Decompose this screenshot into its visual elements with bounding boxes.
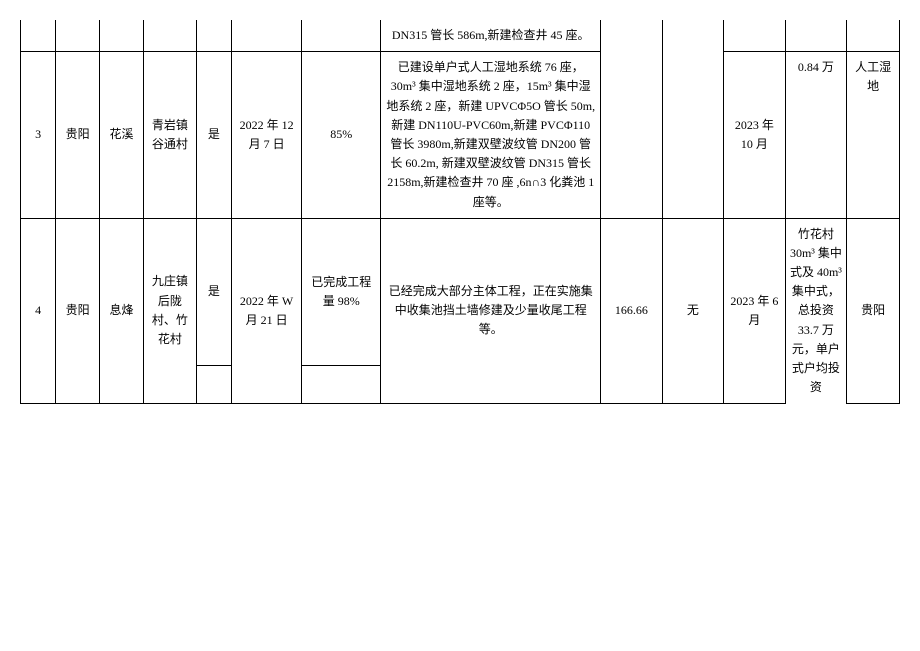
cell: 2022 年 W 月 21 日 <box>231 218 301 403</box>
cell <box>601 20 663 218</box>
cell: 是 <box>196 218 231 366</box>
cell: 2023 年 6 月 <box>724 218 786 403</box>
table-row: 3 贵阳 花溪 青岩镇谷通村 是 2022 年 12 月 7 日 85% 已建设… <box>21 52 900 219</box>
cell <box>56 20 100 52</box>
cell <box>662 20 724 218</box>
cell: 人工湿地 <box>847 52 900 219</box>
cell <box>144 20 197 52</box>
cell: 无 <box>662 218 724 403</box>
cell: 已经完成大部分主体工程，正在实施集中收集池挡土墙修建及少量收尾工程等。 <box>381 218 601 403</box>
cell <box>724 20 786 52</box>
cell: 贵阳 <box>56 52 100 219</box>
cell <box>21 20 56 52</box>
cell: 九庄镇后陇村、竹花村 <box>144 218 197 403</box>
cell: 0.84 万 <box>785 52 847 219</box>
cell <box>100 20 144 52</box>
cell <box>196 20 231 52</box>
cell <box>302 366 381 403</box>
cell: 青岩镇谷通村 <box>144 52 197 219</box>
table-row: 4 贵阳 息烽 九庄镇后陇村、竹花村 是 2022 年 W 月 21 日 已完成… <box>21 218 900 366</box>
cell <box>231 20 301 52</box>
cell <box>785 20 847 52</box>
cell <box>302 20 381 52</box>
cell: 2022 年 12 月 7 日 <box>231 52 301 219</box>
project-table: DN315 管长 586m,新建检查井 45 座。 3 贵阳 花溪 青岩镇谷通村… <box>20 20 900 404</box>
cell: 竹花村 30m³ 集中式及 40m³集中式，总投资 33.7 万元，单户式户均投… <box>785 218 847 403</box>
table-row: DN315 管长 586m,新建检查井 45 座。 <box>21 20 900 52</box>
cell: 166.66 <box>601 218 663 403</box>
cell: 85% <box>302 52 381 219</box>
cell: 已建设单户式人工湿地系统 76 座，30m³ 集中湿地系统 2 座，15m³ 集… <box>381 52 601 219</box>
cell: 花溪 <box>100 52 144 219</box>
cell: 贵阳 <box>847 218 900 403</box>
cell: 是 <box>196 52 231 219</box>
cell: DN315 管长 586m,新建检查井 45 座。 <box>381 20 601 52</box>
cell: 息烽 <box>100 218 144 403</box>
cell: 2023 年 10 月 <box>724 52 786 219</box>
cell: 已完成工程量 98% <box>302 218 381 366</box>
cell: 贵阳 <box>56 218 100 403</box>
cell: 4 <box>21 218 56 403</box>
cell <box>196 366 231 403</box>
cell: 3 <box>21 52 56 219</box>
cell <box>847 20 900 52</box>
